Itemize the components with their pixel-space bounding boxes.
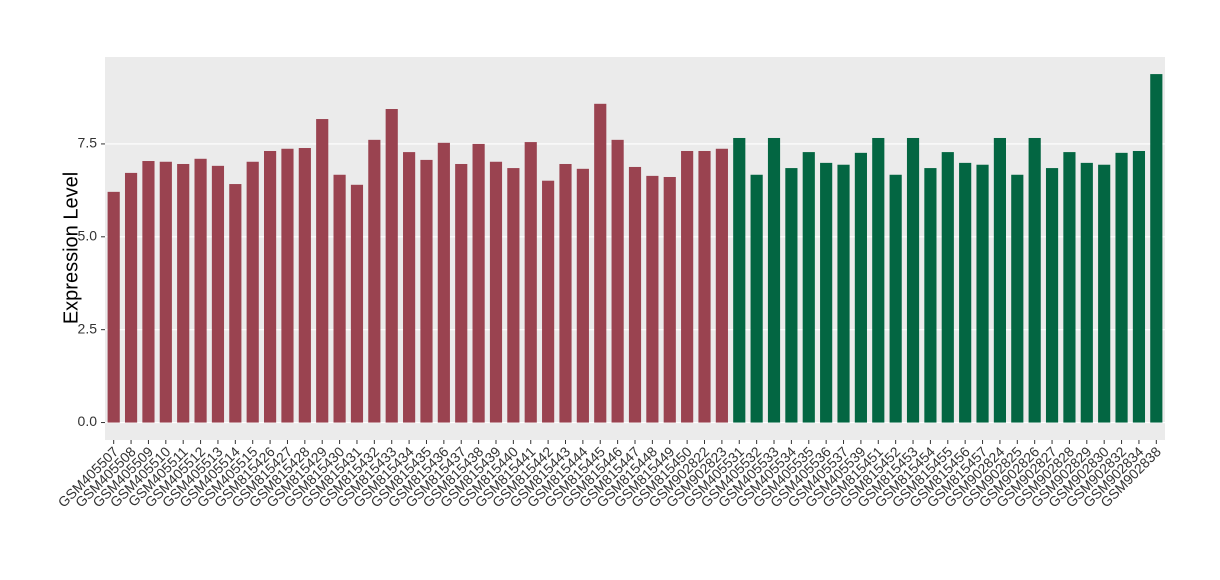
bar bbox=[507, 168, 520, 423]
bar bbox=[872, 137, 885, 423]
bar bbox=[837, 164, 850, 423]
bar bbox=[194, 158, 207, 423]
y-axis-title: Expression Level bbox=[60, 172, 82, 324]
bar bbox=[246, 161, 259, 423]
bar bbox=[350, 184, 364, 423]
y-tick-label: 2.5 bbox=[78, 320, 98, 336]
bar bbox=[211, 165, 225, 423]
bar bbox=[1115, 152, 1128, 423]
bar bbox=[1063, 152, 1076, 423]
bar bbox=[420, 159, 433, 423]
bar bbox=[142, 161, 155, 423]
bar bbox=[941, 152, 954, 423]
bar bbox=[316, 119, 329, 423]
bar bbox=[1045, 168, 1059, 423]
bar bbox=[489, 161, 503, 423]
bar bbox=[924, 168, 937, 423]
bar bbox=[524, 142, 537, 423]
bar bbox=[298, 148, 311, 423]
bar bbox=[698, 150, 711, 423]
bar bbox=[906, 137, 920, 423]
bar bbox=[663, 176, 676, 423]
bar bbox=[333, 174, 346, 423]
bar bbox=[715, 148, 728, 423]
bar bbox=[559, 163, 572, 423]
bar bbox=[733, 137, 746, 423]
bar bbox=[785, 168, 798, 423]
bar bbox=[107, 191, 120, 423]
bar bbox=[437, 142, 450, 423]
y-tick-label: 0.0 bbox=[78, 413, 98, 429]
bar bbox=[976, 164, 989, 423]
bar bbox=[628, 166, 642, 423]
bar bbox=[1011, 174, 1024, 423]
bar bbox=[594, 103, 607, 423]
bar bbox=[767, 137, 781, 423]
bar bbox=[611, 139, 624, 423]
bar bbox=[1132, 150, 1146, 423]
bar bbox=[1098, 164, 1111, 423]
bar bbox=[1080, 162, 1093, 423]
bar bbox=[993, 137, 1006, 423]
y-tick-label: 5.0 bbox=[78, 228, 98, 244]
bar bbox=[854, 152, 867, 423]
bar bbox=[1150, 74, 1163, 423]
bar bbox=[455, 163, 468, 423]
bar bbox=[1028, 137, 1041, 423]
bar bbox=[681, 150, 694, 423]
bar bbox=[959, 162, 972, 423]
bar bbox=[177, 163, 190, 423]
bar bbox=[281, 148, 294, 423]
bar bbox=[889, 174, 902, 423]
bar bbox=[159, 161, 172, 423]
y-tick-label: 7.5 bbox=[78, 135, 98, 151]
bar bbox=[542, 180, 555, 423]
bar bbox=[646, 175, 659, 423]
bar bbox=[820, 162, 833, 423]
bar bbox=[802, 152, 815, 423]
bar bbox=[472, 143, 485, 423]
bar bbox=[229, 184, 242, 423]
bar bbox=[576, 168, 589, 423]
bar bbox=[264, 150, 277, 423]
bar bbox=[403, 152, 416, 423]
bar bbox=[385, 109, 398, 423]
bar bbox=[368, 139, 381, 423]
bar bbox=[750, 174, 763, 423]
bar bbox=[124, 172, 138, 423]
